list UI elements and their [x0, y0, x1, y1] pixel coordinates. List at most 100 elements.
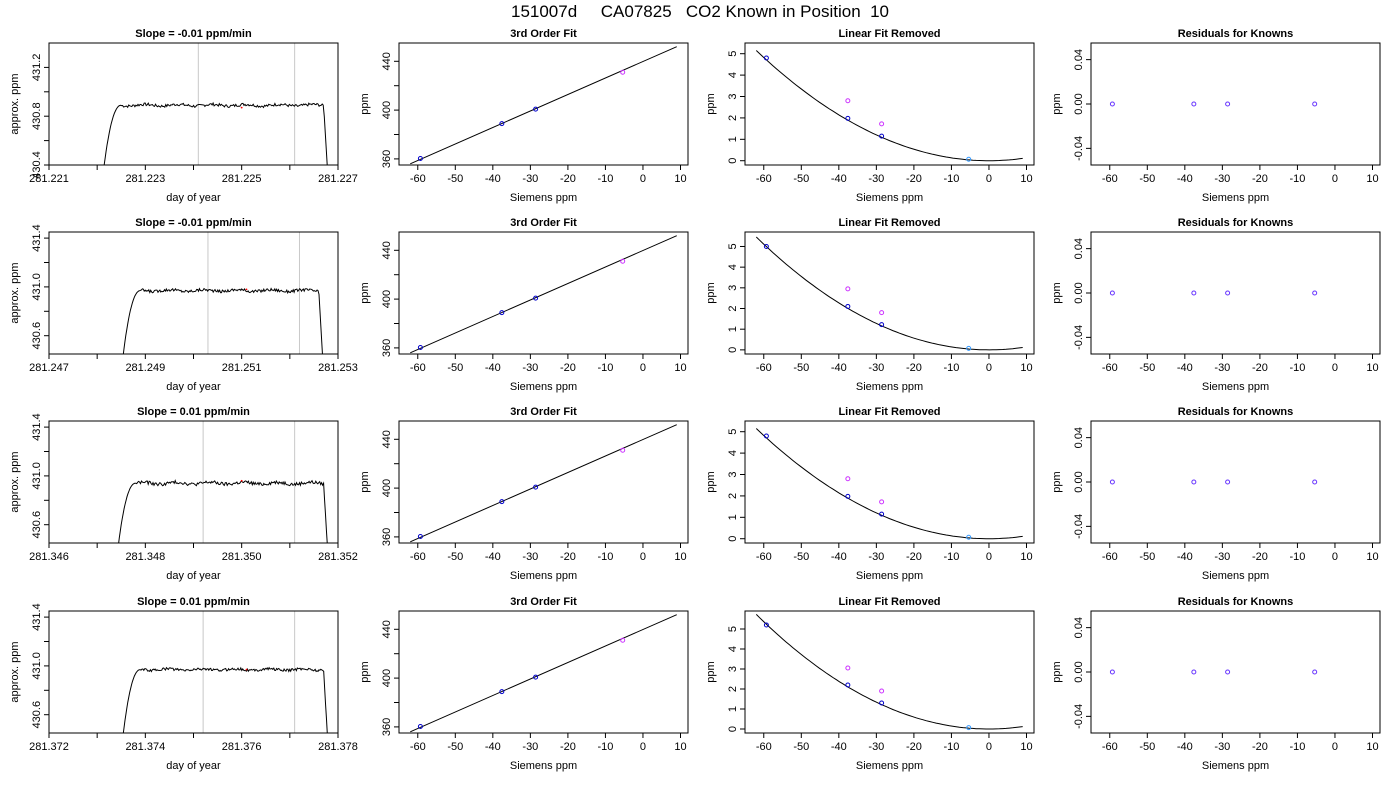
panel-r4c2-frame [398, 610, 689, 734]
panel-r4c3-ytick-label: 4 [727, 646, 739, 652]
panel-r2c2-ytick-label: 360 [381, 339, 393, 357]
panel-r4c4-ytick-label: -0.04 [1073, 704, 1085, 729]
panel-r3c2-ytick-label: 400 [381, 479, 393, 497]
panel-r4c2-point [499, 689, 505, 695]
panel-r4c1-ytick-label: 430.6 [31, 701, 43, 729]
panel-r4c1-xtick-label: 281.372 [29, 741, 69, 753]
panel-r2c1-frame [48, 231, 339, 355]
panel-r2c2-xtick-label: 10 [674, 362, 686, 374]
panel-r3c2-xtick-label: 0 [640, 551, 646, 563]
panel-r1c1-ytick-label: 430.8 [31, 102, 43, 130]
panel-r3c4-ylabel: ppm [1051, 471, 1063, 492]
panel-r4c3-point [966, 725, 972, 731]
panel-r4c3-xtick-label: -30 [868, 741, 884, 753]
panel-r3c1-trace [118, 479, 328, 543]
panel-r4c4-point [1312, 669, 1318, 675]
panel-r4c1-frame [48, 610, 339, 734]
panel-r2c1-xtick-label: 281.247 [29, 362, 69, 374]
panel-r4c4-point [1109, 669, 1115, 675]
panel-r2c3-ytick-label: 3 [727, 285, 739, 291]
panel-r1c2-fit-line [410, 46, 677, 165]
panel-r2c4-point [1312, 290, 1318, 296]
panel-r4c2-ytick-label: 440 [381, 620, 393, 638]
panel-r2c2-xtick-label: -30 [522, 362, 538, 374]
panel-r2c4-ylabel: ppm [1051, 282, 1063, 303]
panel-r1c1-xlabel: day of year [166, 192, 221, 204]
panel-r1c2-point [620, 69, 626, 75]
panel-r3c3-title: Linear Fit Removed [838, 406, 940, 418]
panel-r3c2-ytick-label: 360 [381, 528, 393, 546]
panel-r1c3-ytick-label: 1 [727, 136, 739, 142]
panel-r4c1-xtick-label: 281.374 [125, 741, 165, 753]
panel-r1c3-ytick-label: 2 [727, 115, 739, 121]
panel-r1c3-xlabel: Siemens ppm [856, 192, 923, 204]
panel-r3c3-ylabel: ppm [705, 471, 717, 492]
panel-r3c2-xtick-label: -60 [410, 551, 426, 563]
panel-r4c4-ytick-label: 0.04 [1073, 617, 1085, 638]
panel-r3c4-xlabel: Siemens ppm [1202, 570, 1269, 582]
panel-r2c4-ytick-label: 0.00 [1073, 282, 1085, 303]
panel-r1c3-fit-curve [755, 50, 1023, 162]
panel-r1c3-xtick-label: 0 [986, 173, 992, 185]
panel-r4c2-title: 3rd Order Fit [510, 596, 577, 608]
panel-r2c3-fit-curve [755, 236, 1023, 351]
panel-r1c4-xtick-label: -50 [1139, 173, 1155, 185]
panel-r3c2-xtick-label: 10 [674, 551, 686, 563]
panel-r3c2-xtick-label: -50 [447, 551, 463, 563]
panel-r3c1-xtick-label: 281.346 [29, 551, 69, 563]
panel-r4c4-point [1191, 669, 1197, 675]
panel-r3c3-ytick-label: 5 [727, 429, 739, 435]
panel-r2c3-xtick-label: -50 [793, 362, 809, 374]
panel-r1c4-xtick-label: -20 [1252, 173, 1268, 185]
panel-r4c2-xtick-label: 0 [640, 741, 646, 753]
panel-r1c3-point [879, 133, 885, 139]
panel-r2c3-ytick-label: 2 [727, 305, 739, 311]
panel-r1c2-title: 3rd Order Fit [510, 28, 577, 40]
panel-r2c3-xtick-label: -30 [868, 362, 884, 374]
panel-r1c4-xlabel: Siemens ppm [1202, 192, 1269, 204]
panel-r1c4-ylabel: ppm [1051, 93, 1063, 114]
panel-r1c3-ytick-label: 4 [727, 72, 739, 78]
panel-r2c2-point [499, 310, 505, 316]
panel-r4c3-xtick-label: -40 [831, 741, 847, 753]
panel-r4c1-ylabel: approx. ppm [9, 641, 21, 702]
panel-r3c1-title: Slope = 0.01 ppm/min [137, 406, 250, 418]
panel-r2c1-mean-point [245, 288, 248, 291]
panel-r3c4-title: Residuals for Knowns [1178, 406, 1294, 418]
panel-r2c2-title: 3rd Order Fit [510, 217, 577, 229]
panel-r4c3-ytick-label: 1 [727, 706, 739, 712]
panel-r4c3-xtick-label: -60 [756, 741, 772, 753]
panel-r3c4-point [1225, 479, 1231, 485]
panel-r1c4-ytick-label: 0.04 [1073, 49, 1085, 70]
panel-r1c2-xlabel: Siemens ppm [510, 192, 577, 204]
panel-r4c4-ytick-label: 0.00 [1073, 661, 1085, 682]
panel-r2c2-point [620, 258, 626, 264]
panel-r4c2-xtick-label: -40 [485, 741, 501, 753]
panel-r1c2-ytick-label: 440 [381, 52, 393, 70]
panel-r2c4-xlabel: Siemens ppm [1202, 381, 1269, 393]
panel-r2c3-xtick-label: 10 [1020, 362, 1032, 374]
panel-r1c3-ytick-label: 5 [727, 51, 739, 57]
panel-r3c2-xtick-label: -30 [522, 551, 538, 563]
panel-r1c2-point [533, 106, 539, 112]
panel-r1c2-xtick-label: -30 [522, 173, 538, 185]
panel-r2c2-xlabel: Siemens ppm [510, 381, 577, 393]
panel-r1c2-xtick-label: -20 [560, 173, 576, 185]
panel-r4c1-title: Slope = 0.01 ppm/min [137, 596, 250, 608]
panel-r1c3-xtick-label: -50 [793, 173, 809, 185]
panel-r3c1-xlabel: day of year [166, 570, 221, 582]
panel-r3c3-xtick-label: 0 [986, 551, 992, 563]
panel-r2c1-xtick-label: 281.253 [318, 362, 358, 374]
panel-r4c3-point [845, 665, 851, 671]
panel-r2c3-xtick-label: -20 [906, 362, 922, 374]
panel-r4c1-xlabel: day of year [166, 760, 221, 772]
panel-r1c4-point [1225, 101, 1231, 107]
panel-r3c1-xtick-label: 281.352 [318, 551, 358, 563]
panel-r4c1-ytick-label: 431.0 [31, 652, 43, 680]
panel-r3c2-title: 3rd Order Fit [510, 406, 577, 418]
panel-r1c4-frame [1090, 42, 1381, 166]
panel-r3c3-frame [744, 420, 1035, 544]
panel-r2c4-xtick-label: 0 [1332, 362, 1338, 374]
panel-r4c2-fit-line [410, 614, 677, 733]
panel-r2c3-title: Linear Fit Removed [838, 217, 940, 229]
